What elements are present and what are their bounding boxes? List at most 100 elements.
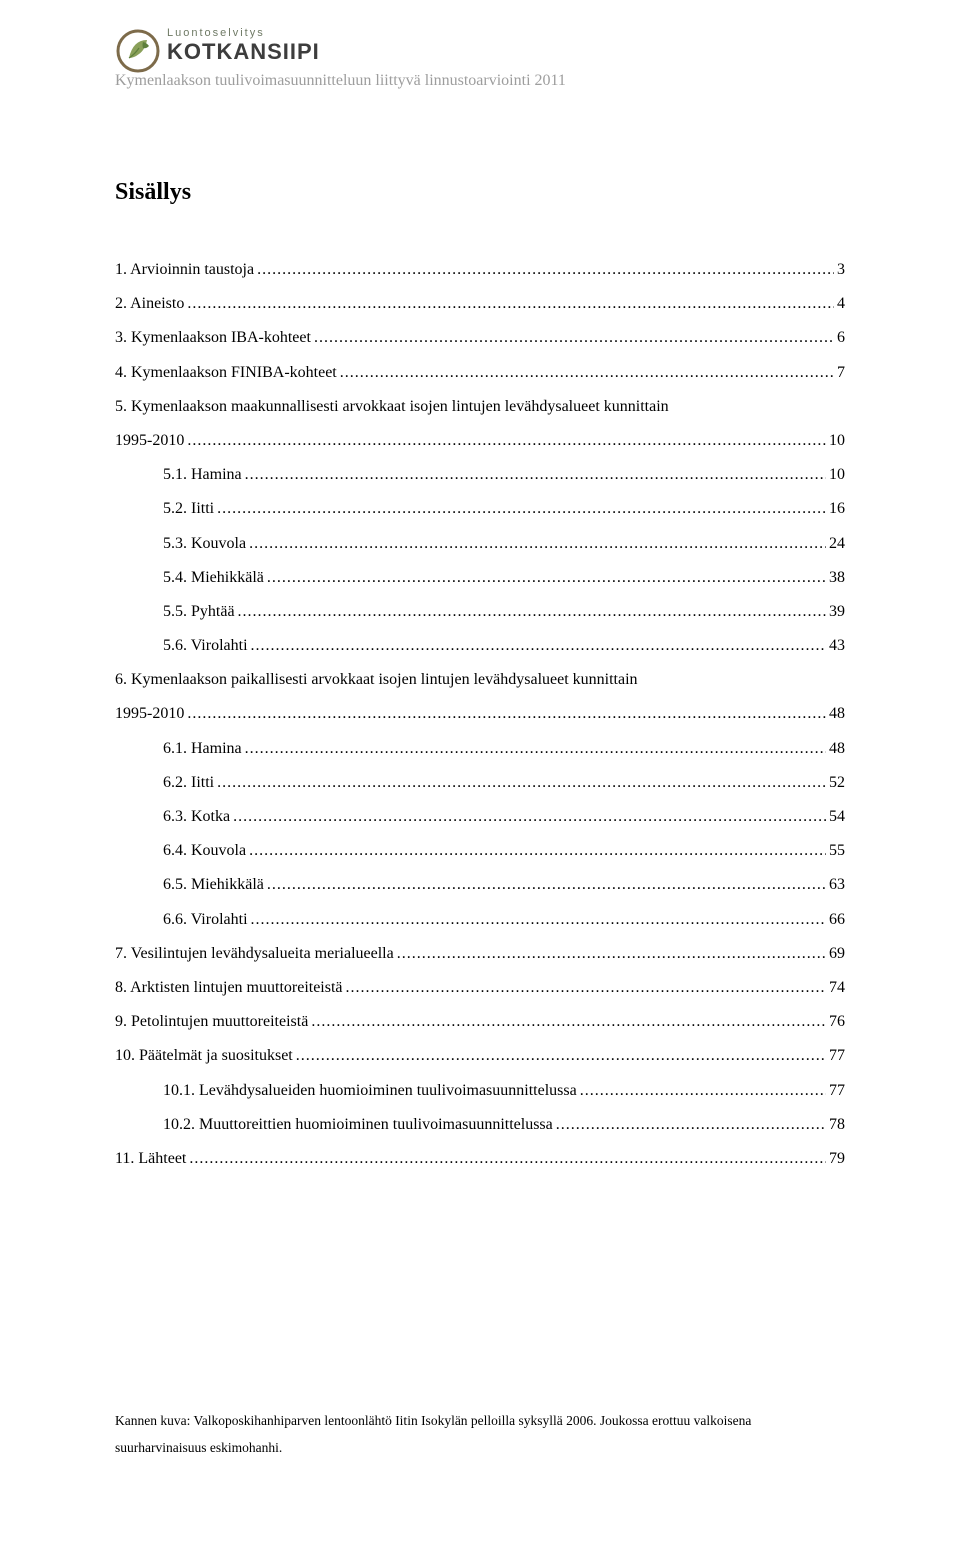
toc-entry: 6.3. Kotka 54	[115, 809, 845, 825]
toc-page-number: 16	[829, 501, 845, 517]
toc-entry: 1995-2010 10	[115, 433, 845, 449]
toc-entry: 5. Kymenlaakson maakunnallisesti arvokka…	[115, 399, 845, 415]
toc-page-number: 43	[829, 638, 845, 654]
toc-entry: 10.2. Muuttoreittien huomioiminen tuuliv…	[115, 1117, 845, 1133]
toc-leader-dots	[245, 741, 826, 757]
toc-entry: 1. Arvioinnin taustoja 3	[115, 262, 845, 278]
toc-label: 6.6. Virolahti	[163, 912, 248, 928]
toc-page-number: 24	[829, 536, 845, 552]
toc-entry: 5.2. Iitti 16	[115, 501, 845, 517]
toc-entry: 3. Kymenlaakson IBA-kohteet 6	[115, 330, 845, 346]
toc-label: 6.2. Iitti	[163, 775, 214, 791]
toc-label: 6. Kymenlaakson paikallisesti arvokkaat …	[115, 672, 638, 688]
toc-page-number: 10	[829, 433, 845, 449]
toc-entry: 1995-2010 48	[115, 706, 845, 722]
toc-label: 10. Päätelmät ja suositukset	[115, 1048, 293, 1064]
toc-label: 6.5. Miehikkälä	[163, 877, 264, 893]
toc-page-number: 52	[829, 775, 845, 791]
toc-page-number: 38	[829, 570, 845, 586]
toc-leader-dots	[311, 1014, 826, 1030]
toc-leader-dots	[580, 1083, 826, 1099]
toc-label: 5.2. Iitti	[163, 501, 214, 517]
toc-label: 1995-2010	[115, 706, 184, 722]
toc-leader-dots	[238, 604, 826, 620]
toc-entry: 8. Arktisten lintujen muuttoreiteistä 74	[115, 980, 845, 996]
header-subtitle: Kymenlaakson tuulivoimasuunnitteluun lii…	[115, 72, 566, 90]
toc-entry: 6.4. Kouvola55	[115, 843, 845, 859]
toc-page-number: 6	[837, 330, 845, 346]
toc-label: 11. Lähteet	[115, 1151, 186, 1167]
toc-label: 1. Arvioinnin taustoja	[115, 262, 254, 278]
toc-label: 6.4. Kouvola	[163, 843, 246, 859]
toc-label: 5.5. Pyhtää	[163, 604, 235, 620]
toc-entry: 5.1. Hamina10	[115, 467, 845, 483]
logo-bottom-text: KOTKANSIIPI	[167, 40, 320, 63]
toc-leader-dots	[340, 365, 834, 381]
toc-leader-dots	[257, 262, 834, 278]
toc-page-number: 69	[829, 946, 845, 962]
toc-page-number: 77	[829, 1048, 845, 1064]
toc-label: 10.2. Muuttoreittien huomioiminen tuuliv…	[163, 1117, 553, 1133]
toc-label: 5.3. Kouvola	[163, 536, 246, 552]
toc-leader-dots	[187, 706, 826, 722]
toc-entry: 5.3. Kouvola 24	[115, 536, 845, 552]
logo: Luontoselvitys KOTKANSIIPI	[115, 28, 320, 74]
toc-page-number: 63	[829, 877, 845, 893]
toc-leader-dots	[556, 1117, 826, 1133]
toc-leader-dots	[249, 843, 826, 859]
toc-page-number: 54	[829, 809, 845, 825]
document-page: Luontoselvitys KOTKANSIIPI Kymenlaakson …	[0, 0, 960, 1562]
toc-label: 10.1. Levähdysalueiden huomioiminen tuul…	[163, 1083, 577, 1099]
cover-footnote: Kannen kuva: Valkoposkihanhiparven lento…	[115, 1407, 845, 1462]
toc-leader-dots	[314, 330, 834, 346]
toc-leader-dots	[267, 877, 826, 893]
toc-page-number: 74	[829, 980, 845, 996]
toc-page-number: 3	[837, 262, 845, 278]
toc-page-number: 48	[829, 706, 845, 722]
toc-entry: 11. Lähteet 79	[115, 1151, 845, 1167]
toc-entry: 6.6. Virolahti66	[115, 912, 845, 928]
toc-leader-dots	[251, 638, 826, 654]
toc-leader-dots	[245, 467, 826, 483]
toc-leader-dots	[267, 570, 826, 586]
toc-entry: 10. Päätelmät ja suositukset 77	[115, 1048, 845, 1064]
toc-page-number: 4	[837, 296, 845, 312]
logo-top-text: Luontoselvitys	[167, 28, 320, 40]
toc-page-number: 79	[829, 1151, 845, 1167]
logo-text: Luontoselvitys KOTKANSIIPI	[167, 28, 320, 63]
toc-entry: 5.5. Pyhtää 39	[115, 604, 845, 620]
toc-label: 5.4. Miehikkälä	[163, 570, 264, 586]
toc-title: Sisällys	[115, 179, 845, 206]
toc-leader-dots	[249, 536, 826, 552]
kotkansiipi-logo-icon	[115, 28, 161, 74]
toc-label: 5. Kymenlaakson maakunnallisesti arvokka…	[115, 399, 669, 415]
toc-page-number: 39	[829, 604, 845, 620]
toc-leader-dots	[233, 809, 826, 825]
toc-label: 6.1. Hamina	[163, 741, 242, 757]
toc-leader-dots	[397, 946, 826, 962]
toc-leader-dots	[346, 980, 826, 996]
toc-label: 5.6. Virolahti	[163, 638, 248, 654]
table-of-contents: 1. Arvioinnin taustoja 3 2. Aineisto4 3. Ky…	[115, 262, 845, 1167]
toc-label: 6.3. Kotka	[163, 809, 230, 825]
toc-entry: 6.1. Hamina 48	[115, 741, 845, 757]
toc-label: 1995-2010	[115, 433, 184, 449]
toc-page-number: 10	[829, 467, 845, 483]
toc-label: 9. Petolintujen muuttoreiteistä	[115, 1014, 308, 1030]
toc-entry: 5.6. Virolahti 43	[115, 638, 845, 654]
toc-page-number: 78	[829, 1117, 845, 1133]
toc-label: 8. Arktisten lintujen muuttoreiteistä	[115, 980, 343, 996]
toc-entry: 9. Petolintujen muuttoreiteistä76	[115, 1014, 845, 1030]
toc-entry: 6.5. Miehikkälä 63	[115, 877, 845, 893]
toc-entry: 2. Aineisto4	[115, 296, 845, 312]
toc-page-number: 48	[829, 741, 845, 757]
toc-page-number: 77	[829, 1083, 845, 1099]
toc-leader-dots	[187, 296, 834, 312]
toc-leader-dots	[251, 912, 826, 928]
toc-leader-dots	[187, 433, 826, 449]
toc-leader-dots	[189, 1151, 826, 1167]
toc-leader-dots	[296, 1048, 826, 1064]
toc-entry: 6.2. Iitti 52	[115, 775, 845, 791]
toc-label: 3. Kymenlaakson IBA-kohteet	[115, 330, 311, 346]
toc-label: 4. Kymenlaakson FINIBA-kohteet	[115, 365, 337, 381]
